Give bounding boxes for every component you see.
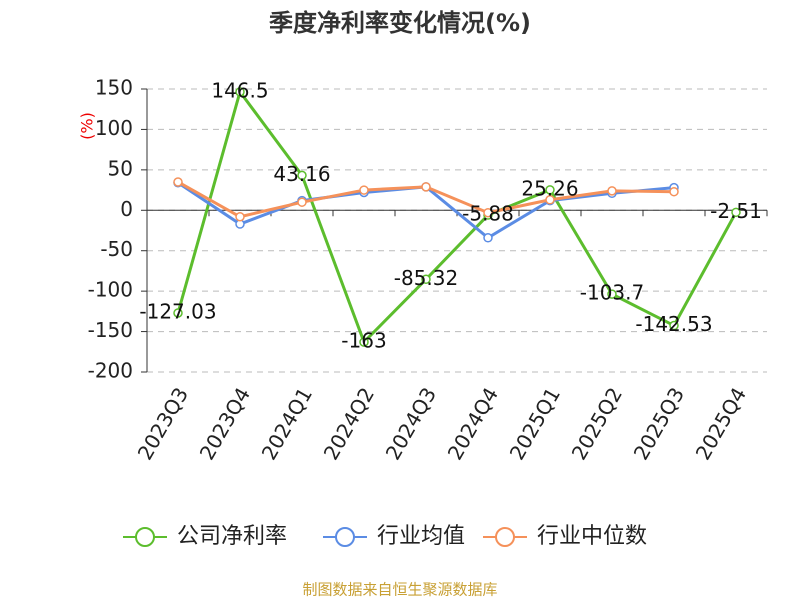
point xyxy=(173,177,183,187)
legend-label: 行业均值 xyxy=(377,524,465,549)
x-tick-label: 2024Q1 xyxy=(257,383,317,464)
data-label: -163 xyxy=(341,329,386,353)
y-tick-label: -150 xyxy=(88,318,133,342)
data-label: 43.16 xyxy=(273,162,330,186)
y-tick-label: 100 xyxy=(95,116,133,140)
source-note: 制图数据来自恒生聚源数据库 xyxy=(302,581,497,599)
x-tick-label: 2025Q4 xyxy=(691,383,751,464)
series-line xyxy=(176,88,738,345)
point xyxy=(607,186,617,196)
data-label: -127.03 xyxy=(139,299,216,323)
point xyxy=(421,182,431,192)
point xyxy=(235,87,245,97)
data-label: 146.5 xyxy=(211,78,268,102)
x-tick-label: 2023Q3 xyxy=(133,383,193,464)
data-label: -2.51 xyxy=(710,199,762,223)
y-tick-label: 50 xyxy=(108,156,133,180)
point xyxy=(297,170,307,181)
x-tick-label: 2025Q3 xyxy=(629,383,689,464)
point xyxy=(297,197,307,207)
legend-label: 行业中位数 xyxy=(537,524,647,549)
legend-marker xyxy=(495,527,515,547)
y-tick-label: -100 xyxy=(88,278,133,302)
x-tick-label: 2025Q2 xyxy=(567,383,627,464)
legend-marker xyxy=(335,527,355,547)
y-tick-label: -200 xyxy=(88,359,133,383)
point xyxy=(731,207,741,218)
point xyxy=(669,320,679,331)
y-tick-label: 150 xyxy=(95,76,133,100)
x-tick-label: 2025Q1 xyxy=(505,383,565,464)
point xyxy=(483,233,493,243)
point xyxy=(607,289,617,299)
data-label: -5.88 xyxy=(462,202,514,226)
point xyxy=(421,274,431,285)
point xyxy=(669,186,679,197)
point xyxy=(235,212,245,222)
data-label: -142.53 xyxy=(635,312,712,336)
data-label: -103.7 xyxy=(580,281,644,305)
data-label: 25.26 xyxy=(521,176,578,200)
point xyxy=(359,337,369,347)
x-tick-label: 2023Q4 xyxy=(195,383,255,464)
y-tick-label: -50 xyxy=(100,237,133,261)
point xyxy=(359,185,369,195)
x-tick-label: 2024Q2 xyxy=(319,383,379,464)
y-axis-label: (%) xyxy=(78,112,97,140)
point xyxy=(545,185,555,195)
point xyxy=(545,195,555,205)
y-tick-label: 0 xyxy=(120,197,133,221)
point xyxy=(173,308,183,318)
x-tick-label: 2024Q4 xyxy=(443,383,503,464)
x-tick-label: 2024Q3 xyxy=(381,383,441,464)
data-label: -85.32 xyxy=(394,266,458,290)
legend-marker xyxy=(135,527,155,547)
chart-title: 季度净利率变化情况(%) xyxy=(269,9,531,37)
legend-label: 公司净利率 xyxy=(177,524,287,549)
point xyxy=(483,207,493,218)
